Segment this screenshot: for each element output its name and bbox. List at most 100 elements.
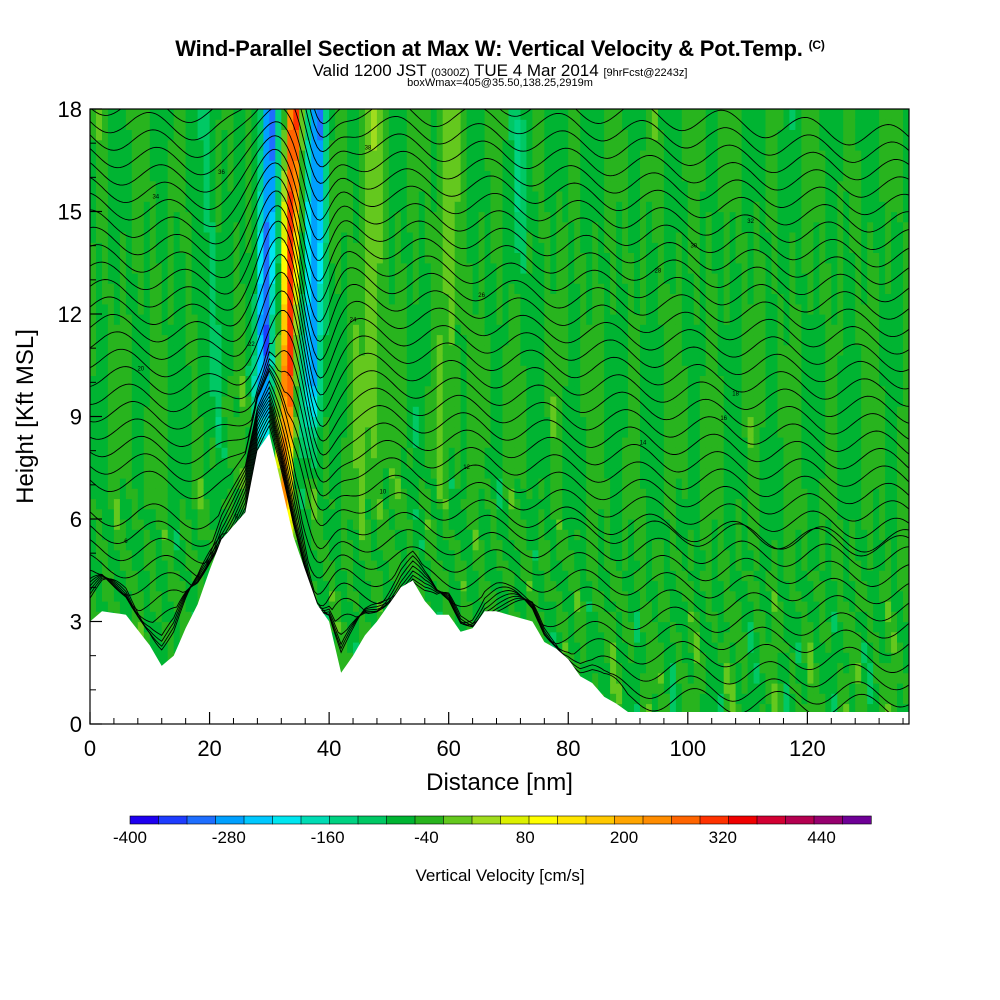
theta-contour-line [90,395,909,605]
theta-contour-line [90,399,909,622]
valid-prefix: Valid 1200 JST [312,61,427,80]
colorbar-swatch [500,815,530,825]
chart-title: Wind-Parallel Section at Max W: Vertical… [0,36,1000,62]
colorbar-tick-label: -280 [212,828,246,847]
y-tick-label: 12 [58,302,82,327]
colorbar-swatch [272,815,302,825]
colorbar-tick-label: -400 [113,828,147,847]
colorbar-swatch [699,815,730,825]
theta-contour-line [90,109,909,216]
colorbar-swatch [329,815,359,825]
theta-contour-line [309,109,909,163]
colorbar-swatch [414,815,445,825]
colorbar-swatch [842,815,872,825]
theta-contour-line [90,271,909,424]
x-tick-label: 80 [556,736,580,761]
theta-contour-line [90,162,909,303]
forecast-info: [9hrFcst@2243z] [603,67,688,79]
theta-contour-line [90,380,909,553]
terrain-fill [90,433,909,724]
theta-contour-line [90,391,909,587]
theta-contour-line [90,386,909,570]
valid-time: Valid 1200 JST (0300Z) TUE 4 Mar 2014 [9… [0,61,1000,81]
theta-contour-line [90,254,909,407]
y-tick-label: 9 [70,405,82,430]
theta-contour-label: 14 [640,441,647,447]
colorbar-tick-label: 320 [709,828,737,847]
theta-contour-label: 12 [463,465,470,471]
theta-contour-line [90,369,909,557]
theta-contour-line [90,357,909,505]
colorbar-tick-label: 200 [610,828,638,847]
colorbar-swatch [557,815,587,825]
x-tick-label: 40 [317,736,341,761]
colorbar-tick-label: 440 [807,828,835,847]
y-tick-label: 18 [58,97,82,122]
colorbar-swatch [756,815,787,825]
theta-contour-label: 34 [152,195,159,201]
colorbar-swatch [614,815,644,825]
theta-contour-label: 22 [248,342,255,348]
colorbar-swatch [215,815,245,825]
theta-contour-label: 26 [478,293,485,299]
theta-contour-line [90,109,909,181]
theta-contour-line [90,205,909,355]
colorbar-swatch [813,815,844,825]
theta-contour-label: 6 [124,539,128,545]
y-axis-label: Height [Kft MSL] [12,329,39,504]
colorbar-swatch [528,815,559,825]
colorbar-swatch [186,815,217,825]
theta-contour-line [90,237,909,390]
y-tick-label: 3 [70,610,82,635]
colorbar-tick-label: -160 [311,828,345,847]
colorbar-swatch [300,815,331,825]
theta-contour-line [90,148,909,285]
terrain-mask [90,433,909,724]
colorbar-swatch [642,815,673,825]
y-tick-label: 15 [58,200,82,225]
y-tick-label: 0 [70,712,82,737]
colorbar-swatch [158,815,188,825]
theta-contour-line [90,190,909,338]
theta-contour-label: 36 [218,170,225,176]
theta-contour-line [90,135,909,268]
colorbar-swatch [443,815,473,825]
theta-contour-line [90,220,909,372]
theta-contour-line [90,109,909,233]
x-axis-label: Distance [nm] [426,769,573,796]
colorbar-swatch [728,815,758,825]
theta-contour-line [90,121,909,250]
utc-time: (0300Z) [431,67,470,79]
theta-contour-label: 28 [655,268,662,274]
theta-contour-line [90,367,909,540]
copyright-mark: (C) [808,38,825,52]
theta-contour-line [90,176,909,320]
y-tick-label: 6 [70,507,82,532]
title-main: Wind-Parallel Section at Max W: Vertical… [175,36,803,61]
x-tick-label: 0 [84,736,96,761]
theta-contour-line [90,402,909,639]
x-tick-label: 20 [197,736,221,761]
theta-contour-label: 16 [720,416,727,422]
colorbar-swatch [357,815,388,825]
theta-contour-line [90,363,909,522]
colorbar-swatch [386,815,416,825]
colorbar-swatch [471,815,502,825]
colorbar-swatch [785,815,815,825]
theta-contour-label: 38 [365,145,372,151]
x-tick-label: 60 [436,736,460,761]
theta-contour-label: 20 [137,367,144,373]
box-info: boxWmax=405@35.50,138.25,2919m [407,77,593,89]
colorbar-swatch [671,815,701,825]
colorbar-swatch [243,815,274,825]
theta-contour-label: 24 [350,318,357,324]
theta-contour-label: 10 [380,490,387,496]
theta-contour-line [90,350,909,487]
theta-contour-line [90,424,909,721]
colorbar-swatch [129,815,160,825]
theta-contour-label: 32 [747,219,754,225]
theta-contour-label: 18 [732,391,739,397]
colorbar-swatch [585,815,616,825]
